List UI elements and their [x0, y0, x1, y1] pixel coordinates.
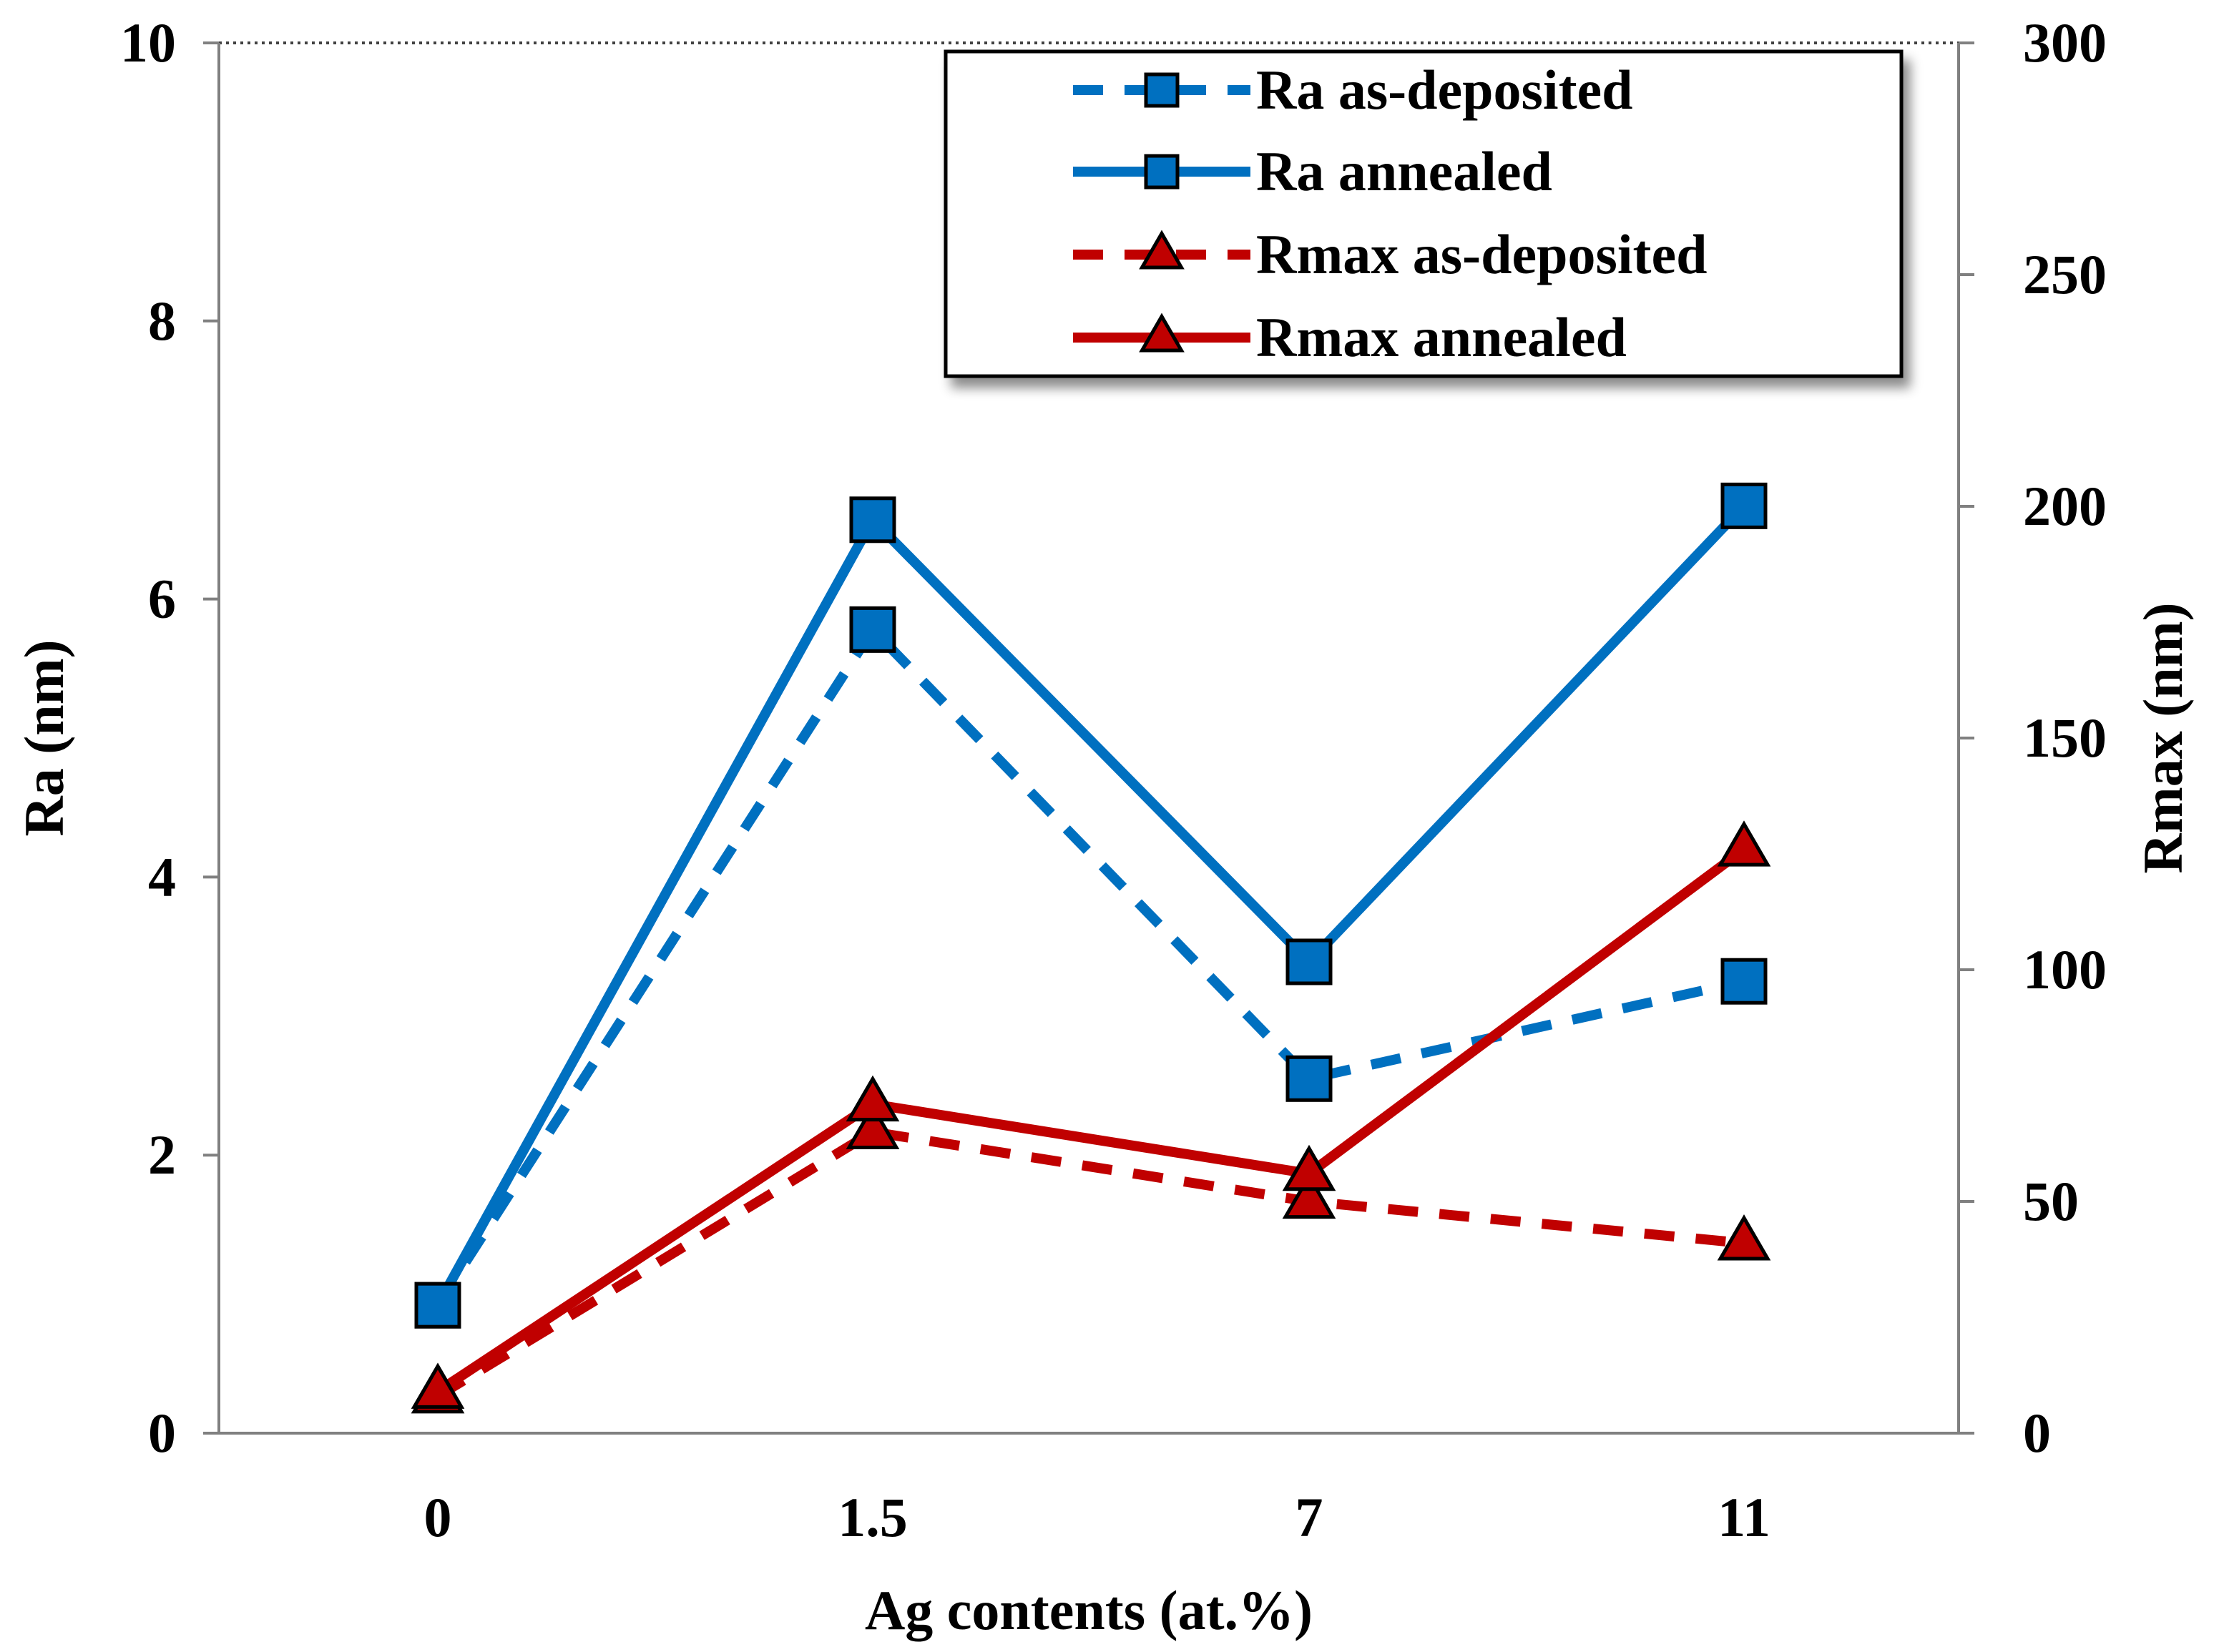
legend-triangle-marker — [1139, 313, 1185, 353]
right-tick-label: 0 — [2023, 1402, 2051, 1464]
x-tick-label: 0 — [424, 1486, 452, 1548]
x-tick-label: 1.5 — [838, 1486, 908, 1548]
triangle-marker — [846, 1103, 900, 1149]
triangle-marker — [1282, 1144, 1336, 1191]
left-tick-label: 10 — [120, 11, 176, 74]
series-line-ra-as-deposited — [433, 621, 1745, 1308]
right-tick-label: 250 — [2023, 243, 2107, 305]
y-axis-title: Ra (nm) — [13, 639, 75, 836]
triangle-marker — [1282, 1172, 1336, 1219]
right-tick-label: 200 — [2023, 475, 2107, 537]
series-layer — [411, 482, 1771, 1414]
right-tick-label: 100 — [2023, 938, 2107, 1000]
triangle-marker — [1717, 1214, 1771, 1261]
legend: Ra as-deposited Ra annealed Rmax as-deposi… — [944, 49, 1904, 378]
x-axis-title: Ag contents (at.%) — [865, 1579, 1313, 1641]
left-tick-label: 6 — [148, 568, 176, 630]
right-tick-label: 300 — [2023, 11, 2107, 74]
legend-label: Ra annealed — [1256, 140, 1552, 202]
square-marker — [1720, 958, 1768, 1005]
square-marker — [849, 606, 896, 653]
square-marker — [414, 1282, 461, 1329]
square-marker — [1285, 938, 1333, 985]
series-line-rmax-annealed — [435, 845, 1748, 1396]
square-marker — [1285, 1055, 1333, 1102]
left-tick-label: 0 — [148, 1402, 176, 1464]
legend-label: Rmax as-deposited — [1256, 223, 1708, 285]
legend-items: Ra as-deposited Ra annealed Rmax as-deposi… — [1073, 59, 1708, 368]
x-axis-ticks: 0 1.5 7 11 — [424, 1486, 1770, 1548]
series-line-ra-annealed — [433, 502, 1748, 1308]
triangle-marker — [411, 1362, 465, 1409]
legend-label: Ra as-deposited — [1256, 59, 1633, 121]
legend-triangle-marker — [1139, 230, 1185, 270]
legend-entry: Rmax annealed — [1073, 306, 1627, 368]
x-tick-label: 11 — [1718, 1486, 1770, 1548]
series-markers-rmax-as-deposited — [411, 1103, 1771, 1414]
series-markers-ra-as-deposited — [414, 606, 1768, 1329]
legend-square-marker — [1144, 154, 1180, 190]
legend-entry: Rmax as-deposited — [1073, 223, 1708, 285]
right-axis-ticks: 0 50 100 150 200 250 300 — [1959, 11, 2107, 1464]
series-markers-rmax-annealed — [411, 820, 1771, 1409]
left-tick-label: 8 — [148, 290, 176, 352]
left-axis-ticks: 0 2 4 6 8 10 — [120, 11, 219, 1464]
legend-entry: Ra annealed — [1073, 140, 1552, 202]
legend-box — [944, 49, 1904, 378]
series-line-rmax-as-deposited — [435, 1126, 1745, 1401]
left-tick-label: 2 — [148, 1124, 176, 1186]
right-tick-label: 150 — [2023, 707, 2107, 769]
triangle-marker — [1717, 820, 1771, 867]
legend-entry: Ra as-deposited — [1073, 59, 1633, 121]
legend-label: Rmax annealed — [1256, 306, 1627, 368]
series-markers-ra-annealed — [414, 482, 1768, 1329]
square-marker — [849, 496, 896, 544]
square-marker — [1720, 482, 1768, 529]
right-tick-label: 50 — [2023, 1170, 2079, 1232]
legend-square-marker — [1144, 72, 1180, 108]
left-tick-label: 4 — [148, 845, 176, 908]
x-tick-label: 7 — [1295, 1486, 1323, 1548]
triangle-marker — [846, 1075, 900, 1122]
y2-axis-title: Rmax (nm) — [2132, 602, 2194, 873]
